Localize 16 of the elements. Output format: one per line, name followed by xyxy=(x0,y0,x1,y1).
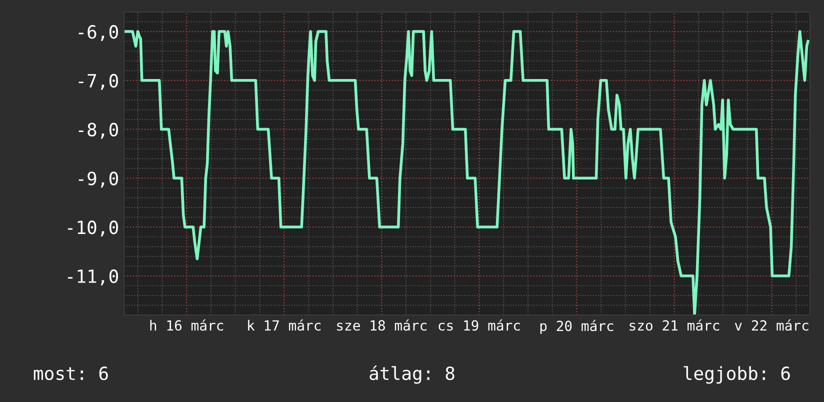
text: most: 6 xyxy=(34,366,108,380)
text: legjobb: 6 xyxy=(684,366,790,384)
y-tick-label: -7,0 xyxy=(78,74,118,90)
x-tick-label: szo 21 márc xyxy=(630,319,720,331)
y-tick-label: -8,0 xyxy=(78,122,118,139)
x-tick-label: p 20 márc xyxy=(540,320,614,334)
y-tick-label: -9,0 xyxy=(78,172,118,188)
x-tick-label: h 16 márc xyxy=(150,319,224,331)
text: átlag: 8 xyxy=(370,365,454,384)
x-tick-label: cs 19 márc xyxy=(438,319,520,331)
x-tick-label: k 17 márc xyxy=(248,319,321,331)
y-tick-label: -11,0 xyxy=(68,269,118,286)
x-tick-label: sze 18 márc xyxy=(337,319,426,331)
y-tick-label: -10,0 xyxy=(68,220,118,236)
y-tick-label: -6,0 xyxy=(78,25,118,41)
x-tick-label: v 22 márc xyxy=(734,319,808,331)
